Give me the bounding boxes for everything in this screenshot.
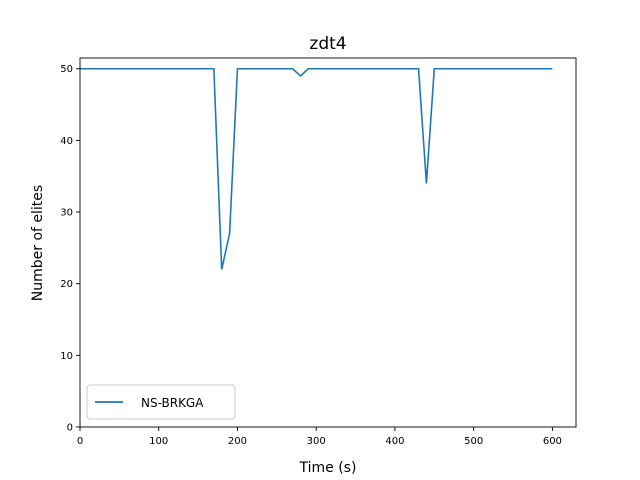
chart-title: zdt4	[309, 34, 346, 54]
x-tick-label: 400	[385, 436, 404, 447]
x-tick-label: 500	[464, 436, 483, 447]
x-tick-label: 600	[543, 436, 562, 447]
legend: NS-BRKGA	[86, 384, 236, 420]
series-line-ns-brkga	[80, 67, 553, 270]
y-tick-label: 20	[60, 279, 73, 290]
x-axis: 0 100 200 300 400 500 600	[77, 427, 562, 447]
legend-label-ns-brkga: NS-BRKGA	[141, 396, 204, 410]
y-tick-label: 40	[60, 136, 73, 147]
x-tick-label: 100	[149, 436, 168, 447]
legend-box	[86, 384, 236, 420]
y-axis: 0 10 20 30 40 50	[60, 64, 80, 434]
y-tick-label: 50	[60, 64, 73, 75]
y-tick-label: 30	[60, 208, 73, 219]
y-tick-label: 10	[60, 351, 73, 362]
plot-area	[79, 57, 577, 428]
y-tick-label: 0	[67, 423, 73, 434]
y-axis-label: Number of elites	[30, 185, 46, 301]
x-tick-label: 0	[77, 436, 83, 447]
x-tick-label: 300	[307, 436, 326, 447]
plot-frame	[79, 57, 577, 428]
x-axis-label: Time (s)	[299, 460, 357, 476]
x-tick-label: 200	[228, 436, 247, 447]
